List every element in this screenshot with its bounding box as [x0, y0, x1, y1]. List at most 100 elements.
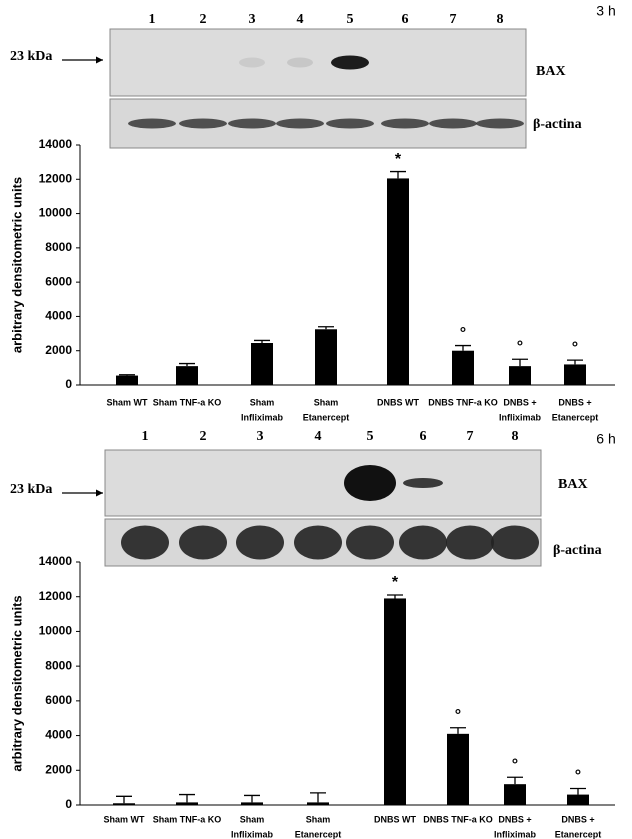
bax-band	[344, 465, 396, 501]
y-tick-label: 8000	[45, 658, 72, 672]
y-tick-label: 2000	[45, 762, 72, 776]
lane-number: 2	[200, 12, 207, 27]
y-tick-label: 4000	[45, 728, 72, 742]
actin-band	[476, 118, 524, 129]
arrow-head	[96, 56, 103, 64]
lane-number: 6	[420, 429, 427, 444]
x-tick-label: DNBS TNF-a KO	[423, 814, 493, 824]
bax-band	[287, 57, 313, 68]
lane-number: 1	[149, 12, 156, 27]
x-tick-label: Etanercept	[303, 412, 350, 422]
time-label: 3 h	[596, 3, 615, 19]
bar	[387, 178, 409, 385]
annotation: °	[575, 768, 581, 785]
x-tick-label: DNBS +	[498, 814, 531, 824]
error-bar	[450, 727, 466, 734]
x-tick-label: Etanercept	[555, 829, 602, 839]
lane-number: 8	[512, 429, 519, 444]
x-tick-label: Etanercept	[295, 829, 342, 839]
bax-band	[239, 57, 265, 68]
lane-number: 8	[497, 12, 504, 27]
actin-band	[381, 118, 429, 129]
actin-band	[491, 525, 539, 560]
bar	[176, 366, 198, 385]
error-bar	[455, 344, 471, 351]
error-bar	[244, 794, 260, 803]
y-axis-label: arbitrary densitometric units	[9, 595, 24, 771]
bar	[241, 802, 263, 805]
error-bar	[567, 359, 583, 365]
x-tick-label: Sham	[240, 814, 265, 824]
bar	[447, 733, 469, 805]
lane-number: 6	[402, 12, 409, 27]
y-tick-label: 2000	[45, 343, 72, 357]
error-bar	[387, 594, 403, 599]
error-bar	[254, 339, 270, 343]
bar	[564, 364, 586, 385]
x-tick-label: Sham WT	[103, 814, 145, 824]
actin-band	[326, 118, 374, 129]
bar	[567, 794, 589, 805]
y-tick-label: 12000	[39, 589, 73, 603]
x-tick-label: DNBS +	[558, 397, 591, 407]
bar	[452, 350, 474, 385]
actin-band	[179, 118, 227, 129]
actin-band	[294, 525, 342, 560]
actin-band	[399, 525, 447, 560]
bar	[315, 329, 337, 385]
bar	[509, 366, 531, 385]
bar	[307, 802, 329, 805]
blot-bax	[109, 28, 527, 97]
actin-band	[346, 525, 394, 560]
bax-band	[403, 478, 443, 488]
arrow-head	[96, 489, 103, 497]
y-tick-label: 12000	[39, 171, 73, 185]
bar	[176, 802, 198, 805]
error-bar	[179, 362, 195, 367]
x-tick-label: DNBS TNF-a KO	[428, 397, 498, 407]
lane-number: 7	[467, 429, 474, 444]
y-tick-label: 6000	[45, 693, 72, 707]
y-tick-label: 14000	[39, 137, 73, 151]
marker-label: 23 kDa	[10, 482, 52, 497]
lane-number: 2	[200, 429, 207, 444]
x-tick-label: Etanercept	[552, 412, 599, 422]
time-label: 6 h	[596, 431, 615, 447]
error-bar	[119, 374, 135, 376]
bar	[384, 598, 406, 805]
x-tick-label: Sham WT	[106, 397, 148, 407]
error-bar	[507, 776, 523, 785]
annotation: *	[392, 574, 399, 591]
error-bar	[310, 792, 326, 803]
lane-number: 7	[450, 12, 457, 27]
x-tick-label: DNBS WT	[377, 397, 419, 407]
lane-number: 5	[367, 429, 374, 444]
actin-band	[179, 525, 227, 560]
annotation: °	[517, 339, 523, 356]
x-tick-label: Infliximab	[241, 412, 284, 422]
band-label: BAX	[558, 477, 588, 492]
blot-bax	[104, 449, 542, 517]
x-tick-label: Infliximab	[494, 829, 537, 839]
y-tick-label: 4000	[45, 309, 72, 323]
actin-band	[228, 118, 276, 129]
error-bar	[318, 326, 334, 330]
annotation: °	[572, 339, 578, 356]
error-bar	[390, 170, 406, 179]
actin-band	[446, 525, 494, 560]
bar	[116, 375, 138, 385]
annotation: °	[512, 756, 518, 773]
error-bar	[570, 787, 586, 795]
lane-number: 4	[315, 429, 322, 444]
y-tick-label: 0	[65, 377, 72, 391]
lane-number: 5	[347, 12, 354, 27]
bax-band	[331, 55, 369, 70]
annotation: *	[395, 151, 402, 168]
band-label: BAX	[536, 64, 566, 79]
x-tick-label: Sham	[306, 814, 331, 824]
x-tick-label: DNBS WT	[374, 814, 416, 824]
x-tick-label: Infliximab	[499, 412, 542, 422]
error-bar	[179, 793, 195, 803]
actin-band	[128, 118, 176, 129]
x-tick-label: Infliximab	[231, 829, 274, 839]
